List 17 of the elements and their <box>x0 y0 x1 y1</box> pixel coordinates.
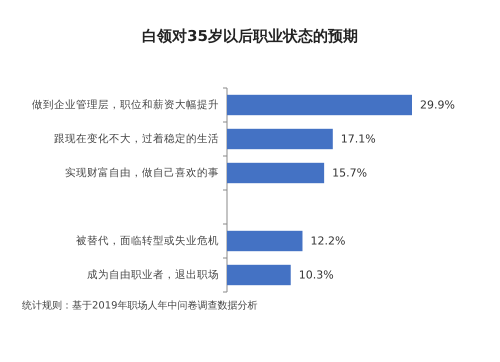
bar <box>227 128 333 150</box>
y-tick-label: 跟现在变化不大，过着稳定的生活 <box>54 132 219 145</box>
y-tick-label: 被替代，面临转型或失业危机 <box>76 234 219 247</box>
bar <box>227 230 302 252</box>
data-label: 10.3% <box>298 268 334 282</box>
data-label: 15.7% <box>332 166 368 180</box>
y-tick-label: 成为自由职业者，退出职场 <box>87 268 219 281</box>
data-label: 12.2% <box>310 234 346 248</box>
data-label: 17.1% <box>340 132 376 146</box>
text: 统计规则：基于2019年职场人年中问卷调查数据分析 <box>22 300 258 312</box>
bar <box>227 162 324 184</box>
bar <box>227 94 412 116</box>
data-label: 29.9% <box>420 98 455 112</box>
bar <box>227 264 291 286</box>
y-tick-label: 实现财富自由，做自己喜欢的事 <box>65 166 219 179</box>
y-tick-label: 做到企业管理层，职位和薪资大幅提升 <box>32 98 219 111</box>
chart-title: 白领对35岁以后职业状态的预期 <box>142 27 358 45</box>
